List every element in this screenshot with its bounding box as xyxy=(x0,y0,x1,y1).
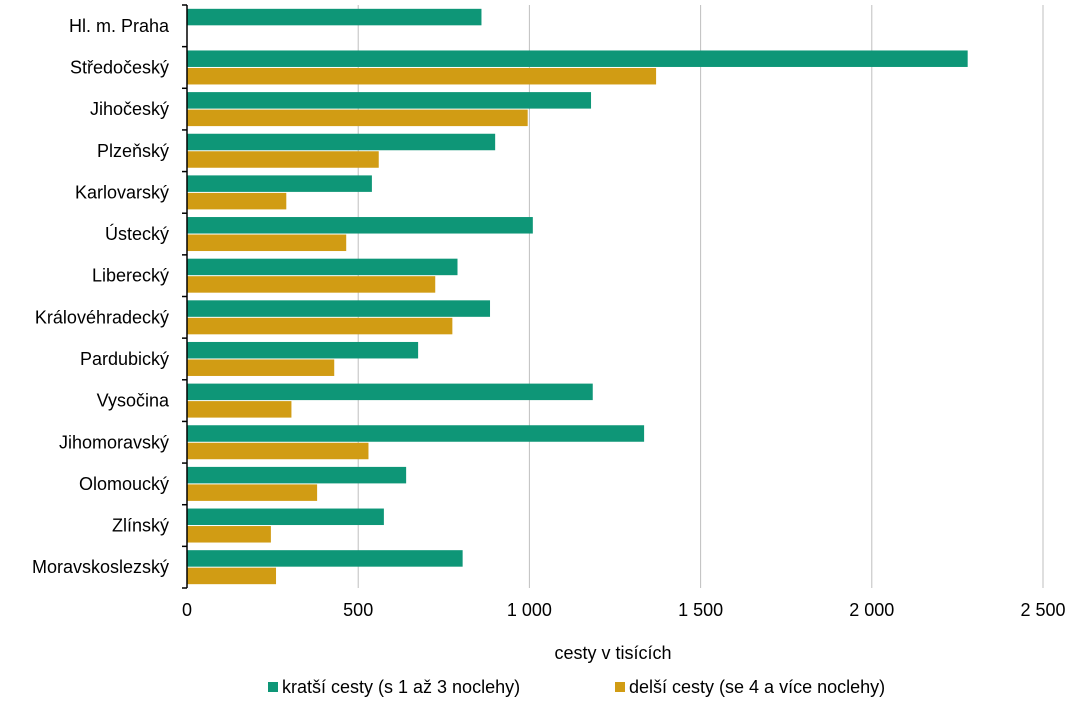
bar-long-trips xyxy=(187,442,369,460)
bar-short-trips xyxy=(187,258,458,276)
bar-long-trips xyxy=(187,526,271,543)
category-label: Královéhradecký xyxy=(35,307,169,327)
category-label: Liberecký xyxy=(92,266,169,286)
bar-short-trips xyxy=(187,550,463,567)
x-tick-label: 2 000 xyxy=(849,600,894,620)
category-label: Olomoucký xyxy=(79,474,169,494)
x-tick-label: 500 xyxy=(343,600,373,620)
bar-short-trips xyxy=(187,383,593,401)
bar-short-trips xyxy=(187,425,645,442)
legend-swatch xyxy=(615,682,625,692)
bar-short-trips xyxy=(187,50,968,67)
x-tick-label: 1 500 xyxy=(678,600,723,620)
category-label: Zlínský xyxy=(112,516,169,536)
x-tick-label: 2 500 xyxy=(1020,600,1065,620)
category-label: Moravskoslezský xyxy=(32,557,169,577)
bar-short-trips xyxy=(187,92,592,109)
bar-short-trips xyxy=(187,175,372,192)
category-label: Středočeský xyxy=(70,57,169,77)
category-label: Jihočeský xyxy=(90,99,169,119)
bar-long-trips xyxy=(187,359,335,376)
bar-long-trips xyxy=(187,401,292,418)
legend: kratší cesty (s 1 až 3 noclehy) delší ces… xyxy=(268,677,885,697)
category-label: Pardubický xyxy=(80,349,169,369)
x-axis-title: cesty v tisících xyxy=(554,643,671,663)
x-tick-label: 0 xyxy=(182,600,192,620)
bars xyxy=(187,8,968,585)
bar-short-trips xyxy=(187,300,491,317)
bar-short-trips xyxy=(187,466,407,484)
bar-short-trips xyxy=(187,341,419,359)
labels: 0 500 1 000 1 500 2 000 2 500 Hl. m. Praha Stře… xyxy=(32,16,1066,620)
category-label: Plzeňský xyxy=(97,141,169,161)
category-label: Karlovarský xyxy=(75,182,169,202)
legend-label: delší cesty (se 4 a více noclehy) xyxy=(629,677,885,697)
category-label: Jihomoravský xyxy=(59,432,169,452)
category-label: Ústecký xyxy=(105,223,169,244)
bar-long-trips xyxy=(187,317,453,335)
x-tick-label: 1 000 xyxy=(507,600,552,620)
bar-long-trips xyxy=(187,567,277,585)
bar-long-trips xyxy=(187,234,347,252)
category-label: Vysočina xyxy=(97,391,170,411)
bar-long-trips xyxy=(187,192,287,210)
bar-short-trips xyxy=(187,508,384,526)
bar-short-trips xyxy=(187,133,496,151)
bar-long-trips xyxy=(187,151,379,168)
bar-long-trips xyxy=(187,109,528,127)
axes xyxy=(182,4,188,589)
legend-swatch xyxy=(268,682,278,692)
category-label: Hl. m. Praha xyxy=(69,16,170,36)
bar-long-trips xyxy=(187,67,657,85)
bar-long-trips xyxy=(187,276,436,293)
bar-short-trips xyxy=(187,217,533,234)
bar-short-trips xyxy=(187,8,482,26)
bar-long-trips xyxy=(187,484,318,501)
legend-label: kratší cesty (s 1 až 3 noclehy) xyxy=(282,677,520,697)
